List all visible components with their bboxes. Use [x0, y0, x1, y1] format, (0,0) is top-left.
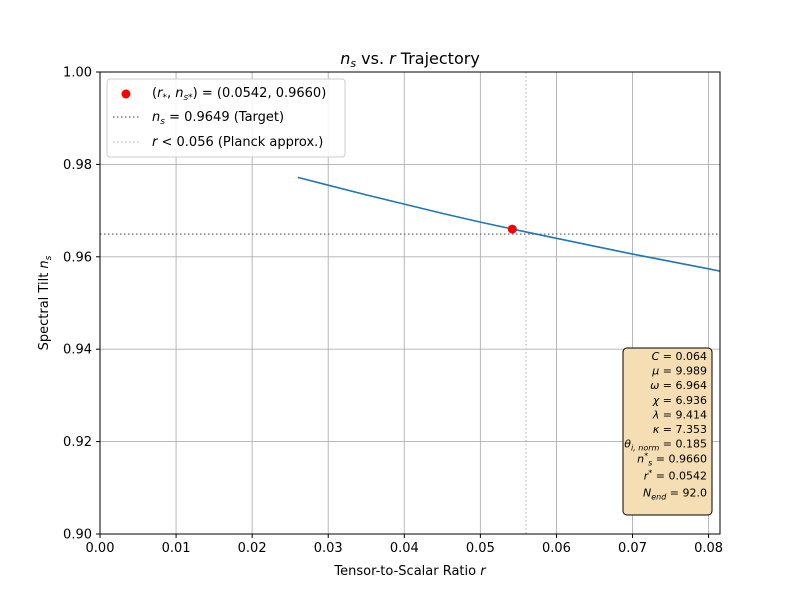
x-tick-label: 0.02 — [238, 541, 267, 556]
chart-title: ns vs. r Trajectory — [340, 49, 480, 70]
x-tick-label: 0.00 — [86, 541, 115, 556]
y-tick-label: 0.90 — [63, 528, 92, 543]
legend-marker-highlight-point — [121, 89, 131, 99]
highlight-point — [507, 224, 517, 234]
parameter-line: κ = 7.353 — [653, 423, 707, 436]
x-tick-label: 0.05 — [466, 541, 495, 556]
grid — [99, 71, 720, 535]
parameter-box-background — [622, 347, 713, 516]
ticks: 0.00 0.01 0.02 0.03 0.04 0.05 0.06 0.07 0.08 0.90… — [63, 66, 723, 557]
data-layer — [297, 176, 721, 272]
y-tick-label: 0.96 — [63, 250, 92, 265]
y-tick-label: 0.98 — [63, 158, 92, 173]
y-tick-label: 1.00 — [63, 66, 92, 81]
y-tick-label: 0.92 — [63, 435, 92, 450]
legend-box — [106, 78, 346, 158]
parameter-line: λ = 9.414 — [652, 408, 707, 421]
x-tick-label: 0.04 — [390, 541, 419, 556]
parameter-line: μ = 9.989 — [651, 365, 707, 378]
parameter-line: r* = 0.0542 — [644, 469, 707, 483]
x-tick-label: 0.03 — [314, 541, 343, 556]
x-axis-label: Tensor-to-Scalar Ratio r — [333, 564, 487, 579]
reference-lines — [100, 72, 720, 534]
x-tick-label: 0.01 — [162, 541, 191, 556]
parameter-line: ω = 6.964 — [650, 379, 707, 392]
plot-frame — [99, 71, 721, 535]
parameter-line: Nend = 92.0 — [643, 487, 707, 502]
legend-entry-planck-line: r < 0.056 (Planck approx.) — [152, 135, 323, 150]
x-tick-label: 0.08 — [694, 541, 723, 556]
legend-entry-target-line: ns = 0.9649 (Target) — [152, 110, 284, 127]
parameter-line: n*s = 0.9660 — [637, 452, 707, 468]
y-axis-label: Spectral Tilt ns — [37, 255, 54, 350]
x-tick-label: 0.06 — [542, 541, 571, 556]
parameter-line: χ = 6.936 — [652, 394, 707, 407]
x-tick-label: 0.07 — [618, 541, 647, 556]
legend-entry-highlight-point: (r*, ns*) = (0.0542, 0.9660) — [152, 86, 326, 103]
parameter-line: θi, norm = 0.185 — [624, 438, 707, 453]
y-tick-label: 0.94 — [63, 343, 92, 358]
legend: (r*, ns*) = (0.0542, 0.9660) ns = 0.9649… — [106, 78, 346, 158]
parameter-line: C = 0.064 — [652, 350, 707, 363]
